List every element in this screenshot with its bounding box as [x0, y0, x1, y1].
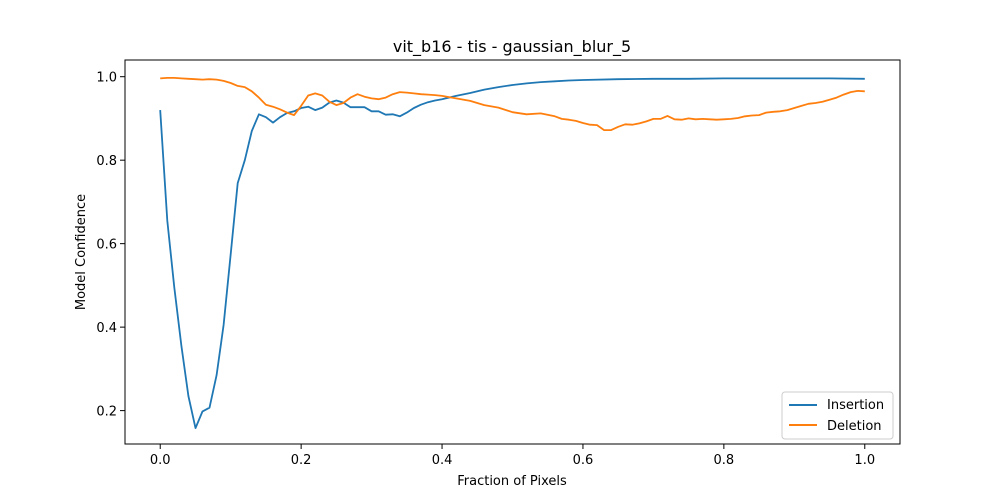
x-tick-label: 1.0 — [854, 453, 875, 468]
series-line-deletion — [160, 77, 865, 132]
y-tick-label: 1.0 — [96, 71, 117, 86]
legend: Insertion Deletion — [781, 391, 894, 440]
legend-label-insertion: Insertion — [827, 398, 884, 413]
x-tick-label: 0.4 — [432, 453, 453, 468]
chart-title: vit_b16 - tis - gaussian_blur_5 — [393, 37, 631, 57]
x-tick-label: 0.0 — [150, 453, 171, 468]
x-axis: 0.0 0.2 0.4 0.6 0.8 1.0 — [150, 444, 875, 468]
y-axis-label: Model Confidence — [74, 194, 89, 310]
x-axis-label: Fraction of Pixels — [457, 474, 567, 489]
y-axis: 0.2 0.4 0.6 0.8 1.0 — [96, 71, 125, 420]
y-tick-label: 0.4 — [96, 321, 117, 336]
legend-box — [781, 391, 894, 440]
y-tick-label: 0.6 — [96, 238, 117, 253]
plot-frame — [124, 59, 901, 445]
legend-label-deletion: Deletion — [827, 419, 882, 434]
x-tick-label: 0.2 — [291, 453, 312, 468]
y-tick-label: 0.2 — [96, 405, 117, 420]
y-tick-label: 0.8 — [96, 154, 117, 169]
x-tick-label: 0.8 — [714, 453, 735, 468]
x-tick-label: 0.6 — [573, 453, 594, 468]
series-line-insertion — [159, 77, 865, 430]
series-lines — [159, 77, 865, 430]
plot-area: 0.0 0.2 0.4 0.6 0.8 1.0 0.2 0.4 0.6 0.8 1.0 — [96, 59, 901, 468]
